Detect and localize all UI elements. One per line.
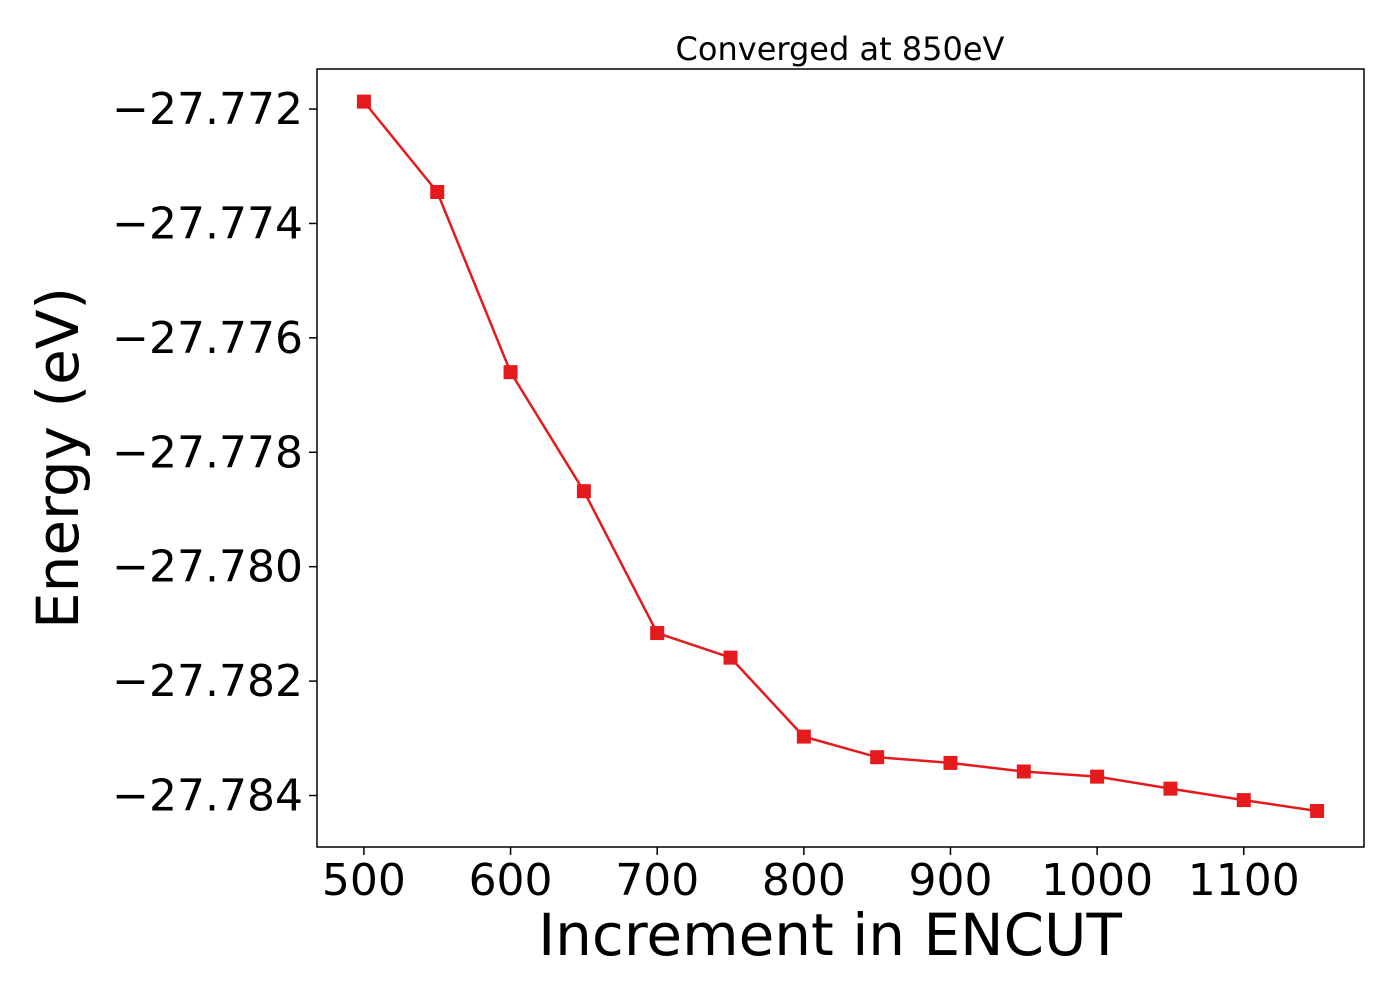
- data-point-marker: [1163, 781, 1178, 796]
- x-tick-label: 900: [908, 855, 992, 906]
- data-point-marker: [723, 650, 738, 665]
- plot-area: [356, 94, 1325, 818]
- y-tick-label: −27.772: [112, 84, 303, 135]
- y-axis: −27.772 −27.774 −27.776 −27.778 −27.780 −27.7…: [112, 84, 317, 822]
- data-point-marker: [943, 755, 958, 770]
- data-point-marker: [870, 750, 885, 765]
- x-tick-label: 500: [322, 855, 406, 906]
- data-point-marker: [650, 626, 665, 641]
- data-point-marker: [1236, 793, 1251, 808]
- x-tick-label: 600: [469, 855, 553, 906]
- data-point-marker: [1310, 803, 1325, 818]
- x-axis-label: Increment in ENCUT: [538, 901, 1122, 969]
- series-line: [362, 100, 1318, 813]
- y-tick-label: −27.782: [112, 656, 303, 707]
- data-point-marker: [1016, 764, 1031, 779]
- data-point-marker: [576, 484, 591, 499]
- data-point-marker: [356, 94, 371, 109]
- data-point-marker: [1090, 769, 1105, 784]
- data-point-marker: [430, 184, 445, 199]
- y-tick-label: −27.776: [112, 313, 303, 364]
- y-tick-label: −27.780: [112, 542, 303, 593]
- plot-frame: [316, 68, 1365, 848]
- x-tick-label: 800: [762, 855, 846, 906]
- y-tick-label: −27.774: [112, 198, 303, 249]
- x-tick-label: 700: [615, 855, 699, 906]
- data-point-marker: [503, 365, 518, 380]
- data-point-marker: [796, 729, 811, 744]
- y-axis-label: Energy (eV): [24, 287, 92, 629]
- x-tick-label: 1100: [1188, 855, 1300, 906]
- y-tick-label: −27.778: [112, 427, 303, 478]
- y-tick-label: −27.784: [112, 771, 303, 822]
- chart-title: Converged at 850eV: [676, 30, 1005, 68]
- x-tick-label: 1000: [1041, 855, 1153, 906]
- x-axis: 500 600 700 800 900 1000 1100: [322, 847, 1300, 906]
